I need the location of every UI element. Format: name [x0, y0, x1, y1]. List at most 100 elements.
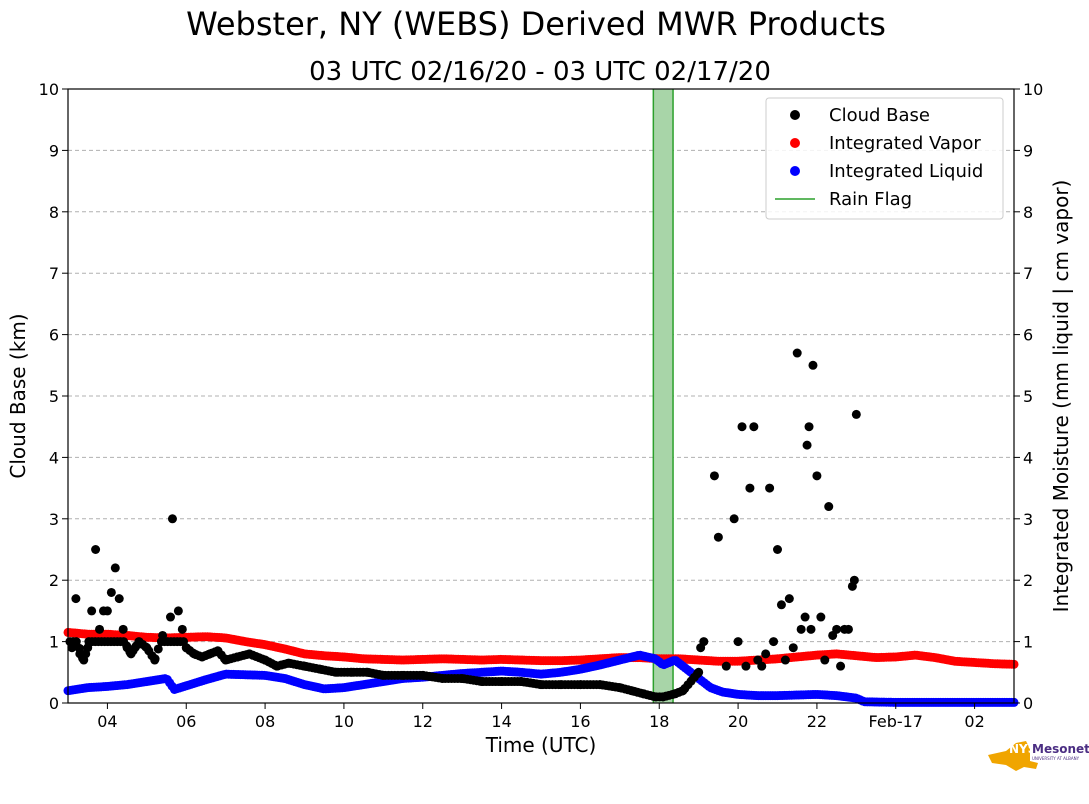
- y-right-tick-label: 10: [1023, 80, 1043, 99]
- new-york-state-icon: [988, 741, 1038, 771]
- cloud-base-point: [820, 655, 830, 665]
- cloud-base-point: [749, 422, 759, 432]
- y-right-tick-label: 2: [1023, 571, 1033, 590]
- legend-marker: [790, 110, 800, 120]
- y-right-tick-label: 4: [1023, 448, 1033, 467]
- cloud-base-point: [788, 643, 798, 653]
- cloud-base-point: [851, 409, 861, 419]
- cloud-base-point: [792, 348, 802, 358]
- logo-text-university: UNIVERSITY AT ALBANY: [1032, 756, 1080, 761]
- y-right-tick-label: 9: [1023, 141, 1033, 160]
- cloud-base-point: [843, 624, 853, 634]
- rain-flag-area: [653, 89, 674, 703]
- cloud-base-point: [713, 532, 723, 542]
- x-axis-ticks: 04 06 08 10 12 14 16 18 20 22 Feb-17 02: [97, 703, 985, 731]
- x-tick-label: 16: [570, 712, 590, 731]
- chart-title: Webster, NY (WEBS) Derived MWR Products: [186, 5, 886, 43]
- y-right-tick-label: 7: [1023, 264, 1033, 283]
- cloud-base-point: [150, 654, 160, 664]
- x-axis-label: Time (UTC): [485, 733, 597, 757]
- y-left-tick-label: 5: [49, 387, 59, 406]
- y-left-tick-label: 9: [49, 141, 59, 160]
- cloud-base-point: [773, 545, 782, 554]
- cloud-base-point: [761, 649, 771, 659]
- rain-flag-band: [652, 89, 674, 703]
- cloud-base-point: [106, 587, 116, 597]
- cloud-base-point: [95, 624, 105, 634]
- cloud-base-point: [167, 514, 177, 524]
- cloud-base-point: [824, 502, 834, 512]
- logo-text-mesonet: Mesonet: [1032, 742, 1089, 756]
- legend-marker: [790, 138, 800, 148]
- y-left-tick-label: 10: [39, 80, 59, 99]
- cloud-base-point: [784, 594, 794, 604]
- y-left-tick-label: 2: [49, 571, 59, 590]
- cloud-base-point: [769, 637, 779, 647]
- grid-lines: [68, 88, 1014, 704]
- cloud-base-point: [91, 545, 101, 554]
- cloud-base-point: [721, 661, 731, 671]
- y-right-tick-label: 3: [1023, 510, 1033, 529]
- legend: Cloud Base Integrated Vapor Integrated Liq…: [765, 97, 1004, 220]
- y-right-tick-label: 8: [1023, 203, 1033, 222]
- x-tick-label: Feb-17: [869, 712, 923, 731]
- chart-subtitle: 03 UTC 02/16/20 - 03 UTC 02/17/20: [309, 57, 771, 87]
- legend-label: Integrated Vapor: [829, 133, 981, 154]
- x-tick-label: 02: [964, 712, 984, 731]
- y-right-tick-label: 0: [1023, 694, 1033, 713]
- logo-text-nys: NYS: [1009, 742, 1036, 756]
- cloud-base-point: [776, 600, 786, 610]
- cloud-base-point: [800, 612, 810, 622]
- legend-frame: [765, 97, 1004, 220]
- legend-label: Rain Flag: [829, 189, 912, 210]
- series-integrated-liquid: [63, 650, 1019, 707]
- y-left-tick-label: 3: [49, 510, 59, 529]
- cloud-base-point: [153, 644, 163, 654]
- y-axis-left-ticks: 0 1 2 3 4 5 6 7 8 9 10: [39, 80, 68, 713]
- x-tick-label: 10: [334, 712, 354, 731]
- cloud-base-point: [802, 440, 812, 450]
- y-axis-left-label: Cloud Base (km): [6, 313, 30, 478]
- legend-label: Cloud Base: [829, 105, 930, 126]
- y-right-tick-label: 5: [1023, 387, 1033, 406]
- x-tick-label: 08: [255, 712, 275, 731]
- cloud-base-point: [733, 637, 743, 647]
- y-axis-right-ticks: 0 1 2 3 4 5 6 7 8 9 10: [1014, 80, 1043, 713]
- y-right-tick-label: 1: [1023, 633, 1033, 652]
- y-left-tick-label: 8: [49, 203, 59, 222]
- cloud-base-point: [114, 594, 124, 604]
- cloud-base-point: [71, 594, 81, 604]
- cloud-base-point: [110, 563, 120, 573]
- cloud-base-point: [165, 612, 175, 622]
- x-tick-label: 22: [807, 712, 827, 731]
- cloud-base-point: [709, 471, 719, 481]
- cloud-base-point: [849, 575, 859, 585]
- y-left-tick-label: 6: [49, 326, 59, 345]
- y-left-tick-label: 1: [49, 633, 59, 652]
- cloud-base-point: [729, 514, 739, 524]
- y-left-tick-label: 4: [49, 448, 59, 467]
- cloud-base-point: [816, 612, 826, 622]
- x-tick-label: 14: [491, 712, 511, 731]
- cloud-base-point: [177, 624, 187, 634]
- cloud-base-point: [757, 661, 767, 671]
- cloud-base-point: [81, 649, 91, 659]
- cloud-base-point: [87, 606, 97, 616]
- series-cloud-base: [65, 348, 861, 702]
- cloud-base-point: [832, 624, 842, 634]
- cloud-base-point: [71, 637, 81, 647]
- cloud-base-point: [173, 606, 183, 616]
- cloud-base-point: [808, 360, 818, 370]
- cloud-base-point: [780, 655, 790, 665]
- legend-marker: [790, 166, 800, 176]
- cloud-base-point: [812, 471, 822, 481]
- y-axis-right-label: Integrated Moisture (mm liquid | cm vapo…: [1049, 180, 1073, 613]
- cloud-base-point: [699, 637, 709, 647]
- cloud-base-point: [737, 422, 747, 432]
- x-tick-label: 12: [413, 712, 433, 731]
- y-left-tick-label: 0: [49, 694, 59, 713]
- cloud-base-point: [692, 669, 702, 679]
- legend-label: Integrated Liquid: [829, 161, 983, 182]
- cloud-base-point: [745, 483, 755, 493]
